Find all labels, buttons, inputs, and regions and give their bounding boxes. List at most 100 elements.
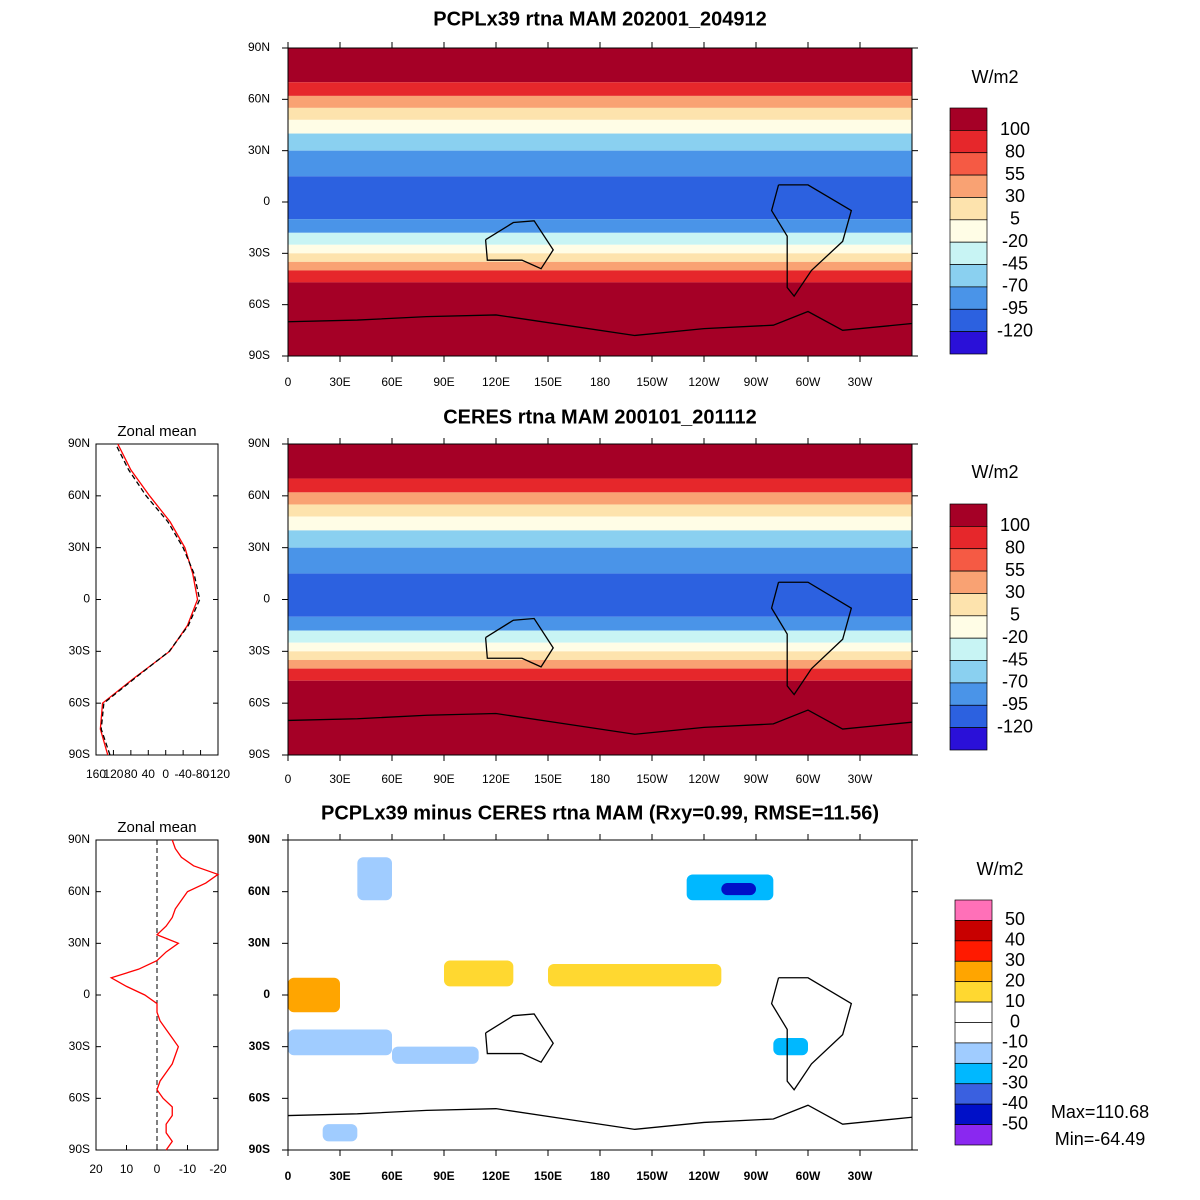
colorbar-label: -40	[1002, 1093, 1028, 1113]
field-band	[288, 573, 912, 617]
colorbar-label: -20	[1002, 1052, 1028, 1072]
colorbar-label: 50	[1005, 909, 1025, 929]
field-band	[288, 48, 912, 83]
zonal-x-label: -40	[174, 767, 192, 781]
lat-tick-label: 0	[263, 194, 270, 208]
colorbar-box	[954, 1042, 993, 1064]
colorbar-box	[949, 197, 988, 221]
lat-tick-label: 30N	[248, 143, 270, 157]
coastline	[770, 581, 853, 696]
lat-tick-label: 30N	[248, 540, 270, 554]
field-band	[288, 504, 912, 517]
coastline	[287, 1104, 913, 1130]
lon-tick-label: 90E	[433, 375, 454, 389]
field-band	[288, 630, 912, 643]
colorbar-box	[949, 548, 988, 572]
field-band	[288, 530, 912, 548]
field-band	[288, 282, 912, 356]
colorbar-label: 55	[1005, 560, 1025, 580]
colorbar-box	[949, 241, 988, 265]
lon-tick-label: 60W	[796, 1169, 821, 1183]
zonal-lat-label: 90S	[69, 747, 90, 761]
lon-tick-label: 120W	[688, 772, 720, 786]
zonal-x-label: 160	[86, 767, 106, 781]
field-band	[288, 444, 912, 479]
lat-tick-label: 60N	[248, 884, 270, 898]
zonal-lat-label: 90S	[69, 1142, 90, 1156]
colorbar-label: -30	[1002, 1073, 1028, 1093]
lon-tick-label: 150W	[636, 375, 668, 389]
colorbar-label: -45	[1002, 649, 1028, 669]
lon-tick-label: 120W	[688, 1169, 720, 1183]
zonal-lat-label: 90N	[68, 436, 90, 450]
colorbar-box	[949, 637, 988, 661]
colorbar-label: 20	[1005, 970, 1025, 990]
lon-tick-label: 30W	[848, 1169, 873, 1183]
lon-tick-label: 120E	[482, 1169, 510, 1183]
zonal-lat-label: 60N	[68, 884, 90, 898]
field-band	[288, 119, 912, 134]
lon-tick-label: 30E	[329, 1169, 350, 1183]
colorbar-label: 100	[1000, 119, 1030, 139]
zonal-x-label: 80	[124, 767, 138, 781]
map-panel: PCPLx39 rtna MAM 202001_204912 0 30E 60E 90E…	[248, 8, 1033, 389]
map-title: PCPLx39 minus CERES rtna MAM (Rxy=0.99, …	[321, 802, 879, 824]
colorbar-box	[949, 331, 988, 355]
field-band	[288, 642, 912, 652]
colorbar-unit: W/m2	[972, 67, 1019, 87]
colorbar-box	[954, 981, 993, 1003]
colorbar-unit: W/m2	[972, 462, 1019, 482]
lon-tick-label: 90W	[744, 1169, 769, 1183]
colorbar-label: -45	[1002, 253, 1028, 273]
colorbar-box	[949, 615, 988, 639]
lat-tick-label: 0	[263, 592, 270, 606]
lat-tick-label: 60N	[248, 488, 270, 502]
field-patch	[322, 1124, 358, 1142]
colorbar-box	[949, 152, 988, 176]
colorbar-label: 30	[1005, 582, 1025, 602]
field-band	[288, 261, 912, 271]
field-patch	[288, 1029, 392, 1056]
field-band	[288, 659, 912, 669]
colorbar-label: 5	[1010, 209, 1020, 229]
zonal-x-label: 40	[142, 767, 156, 781]
field-band	[288, 133, 912, 151]
colorbar-label: -10	[1002, 1032, 1028, 1052]
colorbar-label: 40	[1005, 930, 1025, 950]
field-patch	[357, 857, 392, 901]
colorbar-label: -95	[1002, 694, 1028, 714]
colorbar-label: -120	[997, 716, 1033, 736]
lon-tick-label: 30W	[848, 375, 873, 389]
field-band	[288, 516, 912, 531]
zonal-lat-label: 60S	[69, 1091, 90, 1105]
colorbar-label: -120	[997, 320, 1033, 340]
coastline	[484, 1013, 554, 1063]
lon-tick-label: 150E	[534, 772, 562, 786]
colorbar-box	[949, 503, 988, 527]
zonal-lat-label: 30N	[68, 936, 90, 950]
lat-tick-label: 90S	[249, 348, 270, 362]
zonal-x-label: 10	[120, 1162, 134, 1176]
field-patch	[392, 1046, 479, 1064]
lon-tick-label: 30W	[848, 772, 873, 786]
field-band	[288, 270, 912, 283]
zonal-title: Zonal mean	[117, 819, 196, 836]
zonal-lat-label: 30N	[68, 540, 90, 554]
lat-tick-label: 0	[263, 987, 270, 1001]
lat-tick-label: 60S	[249, 297, 270, 311]
lon-tick-label: 90W	[744, 772, 769, 786]
zonal-lat-label: 60N	[68, 488, 90, 502]
colorbar-box	[949, 727, 988, 751]
colorbar-box	[954, 899, 993, 921]
colorbar-box	[954, 1124, 993, 1146]
coastline	[770, 977, 853, 1091]
field-patch	[548, 964, 722, 987]
map-panel: PCPLx39 minus CERES rtna MAM (Rxy=0.99, …	[248, 802, 1149, 1183]
field-band	[288, 492, 912, 505]
zonal-lat-label: 90N	[68, 832, 90, 846]
zonal-mean-chart: Zonal mean 90N 60N 30N 0 30S 60S 90S 20 10 0 -10 -20	[68, 819, 227, 1176]
field-patch	[773, 1038, 808, 1056]
lat-tick-label: 30S	[249, 644, 270, 658]
zonal-line	[99, 443, 199, 756]
zonal-x-label: 20	[89, 1162, 103, 1176]
